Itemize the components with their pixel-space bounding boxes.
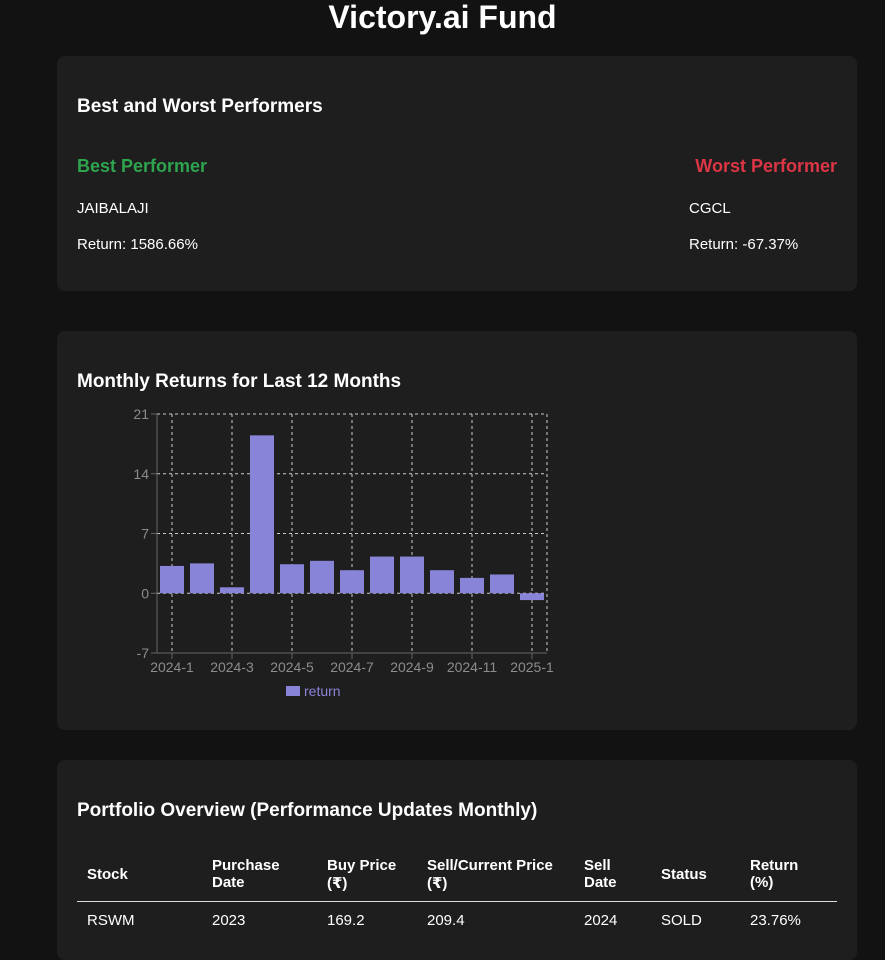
page-title: Victory.ai Fund (328, 0, 557, 35)
performers-title: Best and Worst Performers (77, 96, 323, 117)
table-header-cell: Sell Date (574, 848, 651, 902)
bar-2024-8[interactable] (370, 556, 394, 594)
y-tick-label: 21 (133, 406, 149, 422)
table-cell: 23.76% (750, 911, 801, 929)
table-header-text: Date (212, 874, 245, 892)
legend-swatch (286, 686, 300, 696)
table-header-text: Return (750, 857, 799, 875)
bar-2025-1[interactable] (520, 593, 544, 601)
bar-2024-5[interactable] (280, 564, 304, 594)
table-cell: 2024 (584, 911, 618, 929)
portfolio-card: Portfolio Overview (Performance Updates … (57, 760, 857, 960)
x-tick-label: 2024-11 (447, 659, 498, 675)
x-tick-label: 2024-9 (390, 659, 434, 675)
y-tick-label: 0 (141, 585, 149, 601)
monthly-returns-card: Monthly Returns for Last 12 Months -7 0 7 1… (57, 331, 857, 730)
bar-2024-4[interactable] (250, 435, 274, 594)
worst-performer-return: Return: -67.37% (689, 236, 799, 253)
table-header-text: Buy Price (327, 856, 397, 874)
table-cell: 2023 (212, 911, 246, 929)
bar-2024-7[interactable] (340, 570, 364, 594)
table-cell: 209.4 (427, 911, 465, 929)
table-cell: 169.2 (327, 911, 365, 929)
best-performer-return: Return: 1586.66% (77, 236, 198, 253)
best-performer-stock: JAIBALAJI (77, 200, 149, 217)
table-header-text: (%) (750, 874, 774, 892)
bar-2024-12[interactable] (490, 574, 514, 594)
table-header-text: Sell/Current Price (427, 856, 553, 874)
table-cell: SOLD (661, 911, 702, 929)
table-header-text: Purchase (212, 857, 280, 875)
y-tick-label: 14 (133, 466, 149, 482)
x-tick-label: 2024-5 (270, 659, 314, 675)
x-tick-label: 2024-1 (150, 659, 194, 675)
table-header-text: (₹) (327, 874, 348, 892)
table-header-cell: Return (%) (740, 848, 837, 902)
performers-card: Best and Worst Performers Best Performer… (57, 56, 857, 291)
x-tick-label: 2024-7 (330, 659, 374, 675)
legend-label: return (304, 683, 341, 699)
table-header-text: Status (661, 865, 707, 883)
y-tick-label: -7 (137, 645, 150, 661)
table-header-cell: Purchase Date (202, 848, 317, 902)
table-cell: RSWM (87, 911, 135, 929)
table-header-cell: Buy Price (₹) (317, 848, 417, 902)
table-header-text: Date (584, 874, 617, 892)
table-header-row: Stock Purchase Date Buy Price (₹) Sell/Curren… (77, 848, 837, 902)
portfolio-title: Portfolio Overview (Performance Updates … (77, 800, 538, 821)
table-header-cell: Stock (77, 848, 202, 902)
portfolio-table: Stock Purchase Date Buy Price (₹) Sell/Curren… (77, 848, 837, 939)
bar-2024-11[interactable] (460, 577, 484, 594)
table-header-text: (₹) (427, 874, 448, 892)
worst-performer-stock: CGCL (689, 200, 731, 217)
bar-2024-10[interactable] (430, 570, 454, 594)
table-header-cell: Status (651, 848, 740, 902)
x-tick-label: 2025-1 (510, 659, 554, 675)
monthly-returns-chart: -7 0 7 14 21 2024-1 2024-3 2024-5 2024-7 2024-9 20… (133, 406, 554, 699)
bar-2024-1[interactable] (160, 565, 184, 594)
chart-title: Monthly Returns for Last 12 Months (77, 371, 402, 392)
bar-2024-2[interactable] (190, 563, 214, 594)
x-tick-label: 2024-3 (210, 659, 254, 675)
bar-2024-6[interactable] (310, 560, 334, 594)
table-header-cell: Sell/Current Price (₹) (417, 848, 574, 902)
bar-2024-3[interactable] (220, 587, 244, 594)
worst-performer-heading: Worst Performer (695, 156, 837, 176)
table-header-text: Stock (87, 865, 128, 883)
bar-2024-9[interactable] (400, 556, 424, 594)
y-tick-label: 7 (141, 526, 149, 542)
table-header-text: Sell (584, 857, 611, 875)
best-performer-heading: Best Performer (77, 156, 208, 176)
table-row[interactable]: RSWM 2023 169.2 209.4 2024 SOLD 23.76% (77, 901, 837, 939)
